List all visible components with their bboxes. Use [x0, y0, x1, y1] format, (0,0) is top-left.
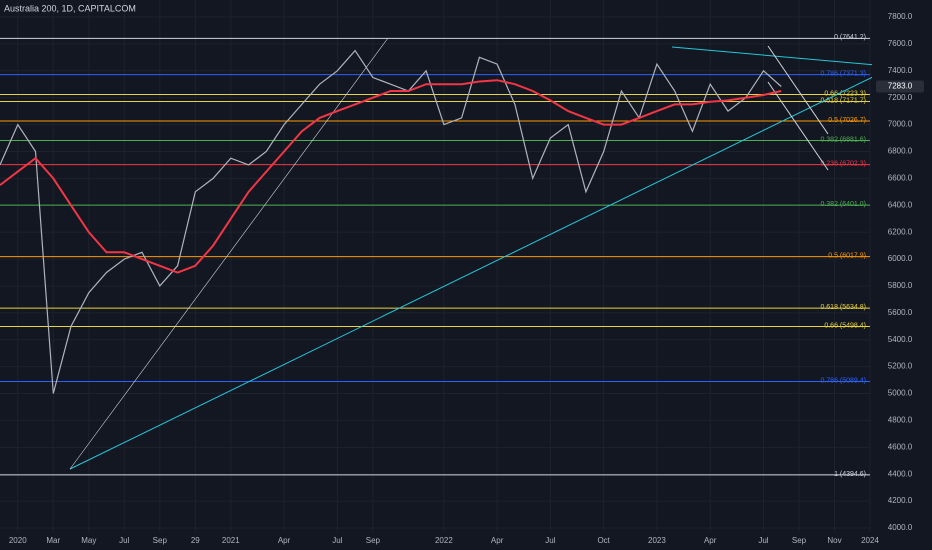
- y-tick-label: 7600.0: [888, 39, 913, 48]
- y-tick-label: 4600.0: [888, 442, 913, 451]
- fib-label: 0.618 (7171.7): [820, 97, 866, 104]
- axis: 4000.0 4200.0 4400.0 4600.0 4800.0 5000.0 5200…: [876, 12, 924, 532]
- y-tick-label: 4000.0: [888, 523, 913, 532]
- fib-label: 0.382 (6401.0): [820, 201, 866, 208]
- y-tick-label: 5200.0: [888, 362, 913, 371]
- chart-title: Australia 200, 1D, CAPITALCOM: [4, 3, 136, 13]
- y-tick-label: 7000.0: [888, 120, 913, 129]
- x-tick-label: Nov: [827, 536, 841, 545]
- y-tick-label: 4800.0: [888, 416, 913, 425]
- x-tick-label: May: [81, 536, 96, 545]
- y-tick-label: 5800.0: [888, 281, 913, 290]
- y-tick-label: 7800.0: [888, 12, 913, 21]
- fib-label: 0.382 (6881.6): [820, 136, 866, 143]
- y-tick-label: 6200.0: [888, 227, 913, 236]
- x-tick-label: 2021: [222, 536, 240, 545]
- fib-label: 0.66 (7223.3): [824, 90, 866, 97]
- x-tick-label: Apr: [278, 536, 291, 545]
- y-tick-label: 7400.0: [888, 66, 913, 75]
- fib-label: 0.786 (5089.4): [820, 377, 866, 384]
- x-tick-label: Jul: [545, 536, 555, 545]
- x-tick-label: Apr: [704, 536, 717, 545]
- y-tick-label: 5600.0: [888, 308, 913, 317]
- x-tick-label: 2020: [9, 536, 27, 545]
- y-tick-label: 7200.0: [888, 93, 913, 102]
- series-line: [0, 79, 782, 274]
- fib-label: 0.5 (7026.7): [828, 117, 866, 124]
- fib-label: 1 (4394.6): [834, 471, 866, 478]
- x-tick-label: Oct: [597, 536, 610, 545]
- y-tick-label: 6800.0: [888, 147, 913, 156]
- channel-line: [767, 45, 829, 135]
- x-tick-label: Jul: [119, 536, 129, 545]
- fib-label: 0.5 (6017.9): [828, 252, 866, 259]
- x-tick-label: Sep: [366, 536, 381, 545]
- price-label: 7283.0: [888, 82, 913, 91]
- x-tick-label: 2023: [648, 536, 666, 545]
- fib-label: 0.618 (5634.8): [820, 304, 866, 311]
- fib-label: 0.236 (6702.3): [820, 160, 866, 167]
- x-tick-label: Apr: [491, 536, 504, 545]
- fib-label: 0.66 (5498.4): [824, 322, 866, 329]
- channel-line: [767, 81, 829, 171]
- x-tick-label: 2024: [861, 536, 879, 545]
- y-tick-label: 6400.0: [888, 200, 913, 209]
- y-tick-label: 6000.0: [888, 254, 913, 263]
- fib-label: 0.786 (7371.3): [820, 70, 866, 77]
- x-tick-label: 2022: [435, 536, 453, 545]
- series: [0, 49, 782, 394]
- y-tick-label: 4200.0: [888, 496, 913, 505]
- y-tick-label: 4400.0: [888, 469, 913, 478]
- trendline: [69, 47, 932, 470]
- x-tick-label: Jul: [332, 536, 342, 545]
- x-tick-label: Sep: [153, 536, 168, 545]
- y-tick-label: 5400.0: [888, 335, 913, 344]
- y-tick-label: 5000.0: [888, 389, 913, 398]
- x-tick-label: 29: [191, 536, 200, 545]
- x-tick-label: Sep: [792, 536, 807, 545]
- x-tick-label: Mar: [46, 536, 60, 545]
- x-tick-label: Jul: [758, 536, 768, 545]
- trendline: [69, 37, 389, 470]
- fib-label: 0 (7641.2): [834, 34, 866, 41]
- price-tag: [876, 80, 924, 93]
- y-tick-label: 6600.0: [888, 173, 913, 182]
- series-line: [0, 49, 782, 394]
